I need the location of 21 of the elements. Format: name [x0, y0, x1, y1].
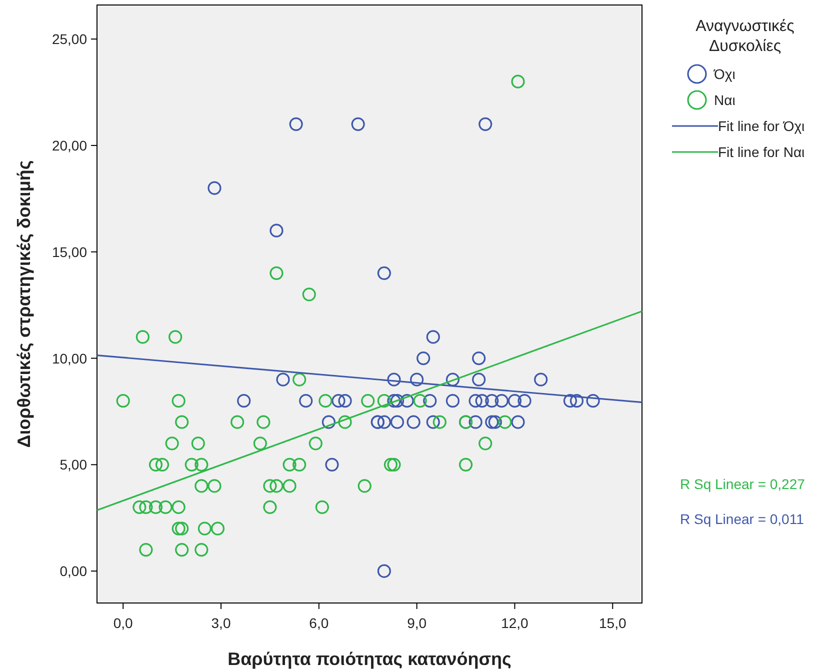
x-tick-label: 3,0	[211, 615, 231, 631]
legend-label: Fit line for Ναι	[718, 144, 805, 160]
y-tick-label: 25,00	[52, 31, 88, 48]
y-tick-label: 10,00	[52, 350, 88, 366]
y-tick-label: 20,00	[52, 137, 88, 154]
x-tick-label: 12,0	[501, 615, 529, 631]
legend-title: Αναγνωστικές Δυσκολίες	[696, 18, 795, 55]
x-tick-label: 6,0	[309, 615, 329, 631]
text: R Sq Linear = 0,011	[680, 511, 804, 527]
text: R Sq Linear = 0,227	[680, 476, 806, 492]
x-tick-label: 0,0	[113, 615, 134, 631]
legend-label: Ναι	[714, 92, 736, 108]
y-tick-label: 5,00	[60, 456, 88, 473]
x-tick-label: 15,0	[599, 615, 626, 631]
y-tick-label: 15,00	[52, 244, 88, 260]
x-tick-label: 9,0	[407, 615, 427, 631]
y-axis-title: Διορθωτικές στρατηγικές δοκιμής	[14, 160, 34, 448]
legend-label: Όχι	[713, 66, 736, 82]
y-tick-label: 0,00	[60, 563, 88, 580]
x-axis-title: Βαρύτητα ποιότητας κατανόησης	[228, 649, 512, 669]
legend-label: Fit line for Όχι	[718, 118, 805, 134]
